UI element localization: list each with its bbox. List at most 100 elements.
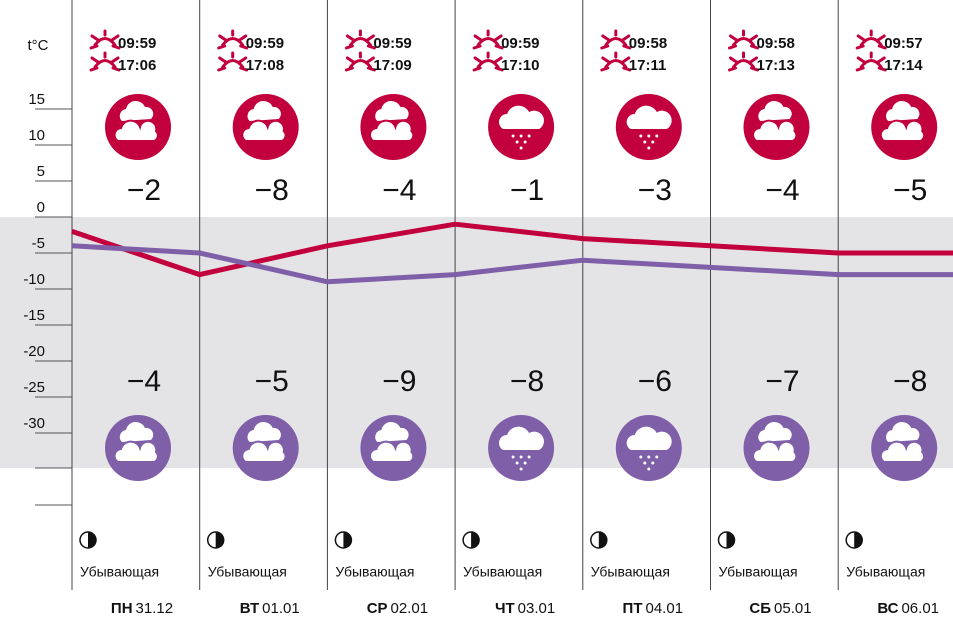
cloud xyxy=(498,426,544,450)
moon-phase: Убывающая xyxy=(463,564,542,580)
snow-dot xyxy=(643,140,647,144)
moon-icon xyxy=(79,531,97,549)
cloud-back xyxy=(758,421,792,442)
day-label: ПН 31.12 xyxy=(111,600,173,617)
y-tick-label: 5 xyxy=(37,163,45,180)
sun-icon xyxy=(728,29,759,50)
sun-arc xyxy=(93,37,117,47)
snow-dot xyxy=(655,134,659,138)
sun-icon xyxy=(600,51,632,72)
day-value-label: −1 xyxy=(510,174,544,207)
night-value-label: −5 xyxy=(255,365,289,398)
day-label: ВТ 01.01 xyxy=(240,600,300,617)
snow-dot xyxy=(651,461,655,465)
sun-arc xyxy=(859,59,883,69)
cloud-back xyxy=(758,100,792,121)
weather-icon xyxy=(871,94,938,160)
sunrise: 09:59 xyxy=(501,35,539,52)
weather-icon xyxy=(615,94,682,160)
weekday: ПТ xyxy=(623,600,643,617)
sunrise: 09:59 xyxy=(373,35,411,52)
snow-dot xyxy=(519,467,523,471)
cloud-back xyxy=(119,100,154,121)
night-value-label: −9 xyxy=(382,365,416,398)
cloud-back xyxy=(247,421,281,442)
weather-icon xyxy=(105,415,171,481)
moon-phase: Убывающая xyxy=(208,564,287,580)
sunrise: 09:58 xyxy=(629,35,667,52)
sun-arc xyxy=(221,37,245,47)
sunset: 17:10 xyxy=(501,57,539,74)
sun-icon xyxy=(472,51,504,72)
moon-phase: Убывающая xyxy=(335,564,414,580)
y-tick-label: -10 xyxy=(23,271,45,288)
snow-dot xyxy=(519,146,523,150)
moon-phase: Убывающая xyxy=(719,564,798,580)
unit-label: t°C xyxy=(28,37,49,54)
day-value-label: −5 xyxy=(893,174,927,207)
cloud-front xyxy=(241,440,287,463)
sun-arc xyxy=(732,37,755,47)
weekday: ЧТ xyxy=(495,600,515,617)
snow-dot xyxy=(519,455,523,459)
sun-arc xyxy=(604,59,628,69)
cloud-back xyxy=(886,421,920,442)
snow-dot xyxy=(647,467,651,471)
snow-dot xyxy=(523,140,527,144)
date: 01.01 xyxy=(262,600,300,617)
day-label: СР 02.01 xyxy=(367,600,428,617)
sun-icon xyxy=(344,29,376,50)
moon-phase: Убывающая xyxy=(591,564,670,580)
weather-icon xyxy=(488,415,555,481)
moon-dark xyxy=(343,532,352,548)
cloud-back xyxy=(247,100,281,121)
moon-dark xyxy=(726,532,735,548)
cloud-back xyxy=(886,100,920,121)
sunrise: 09:59 xyxy=(118,35,156,52)
date: 03.01 xyxy=(518,600,556,617)
sun-rays xyxy=(344,29,376,50)
sun-rays xyxy=(728,29,759,50)
weekday: ПН xyxy=(111,600,133,617)
weather-icon xyxy=(360,94,427,160)
weather-icon xyxy=(105,94,171,160)
snow-dot xyxy=(519,134,523,138)
cloud-front xyxy=(879,440,926,463)
sun-icon xyxy=(855,29,887,50)
sun-rays xyxy=(855,51,887,72)
cloud-back xyxy=(375,100,409,121)
sun-arc xyxy=(476,59,500,69)
moon-icon xyxy=(590,531,608,549)
night-value-label: −8 xyxy=(893,365,927,398)
y-tick-label: -20 xyxy=(23,343,45,360)
moon-dark xyxy=(854,532,863,548)
sun-arc xyxy=(93,59,117,69)
snow-dot xyxy=(515,461,519,465)
cloud-back xyxy=(119,421,154,442)
weather-icon xyxy=(360,415,427,481)
sun-arc xyxy=(348,59,372,69)
sun-rays xyxy=(89,51,121,72)
sun-rays xyxy=(89,29,121,50)
sun-icon xyxy=(89,29,121,50)
day-value-label: −3 xyxy=(638,174,672,207)
day-value-label: −8 xyxy=(255,174,289,207)
cloud xyxy=(498,105,544,129)
date: 06.01 xyxy=(901,600,939,617)
snow-dot xyxy=(527,134,531,138)
day-label: ПТ 04.01 xyxy=(623,600,684,617)
sun-arc xyxy=(348,37,372,47)
sun-arc xyxy=(732,59,755,69)
sun-rays xyxy=(855,29,887,50)
day-label: ЧТ 03.01 xyxy=(495,600,555,617)
weather-icon xyxy=(232,415,299,481)
y-tick-label: 0 xyxy=(37,199,45,216)
moon-dark xyxy=(215,532,224,548)
sun-icon xyxy=(217,29,249,50)
weekday: ВС xyxy=(877,600,898,617)
weather-icon xyxy=(743,415,810,481)
temperature-line xyxy=(71,221,953,278)
snow-dot xyxy=(511,134,515,138)
cloud-front xyxy=(241,119,287,142)
